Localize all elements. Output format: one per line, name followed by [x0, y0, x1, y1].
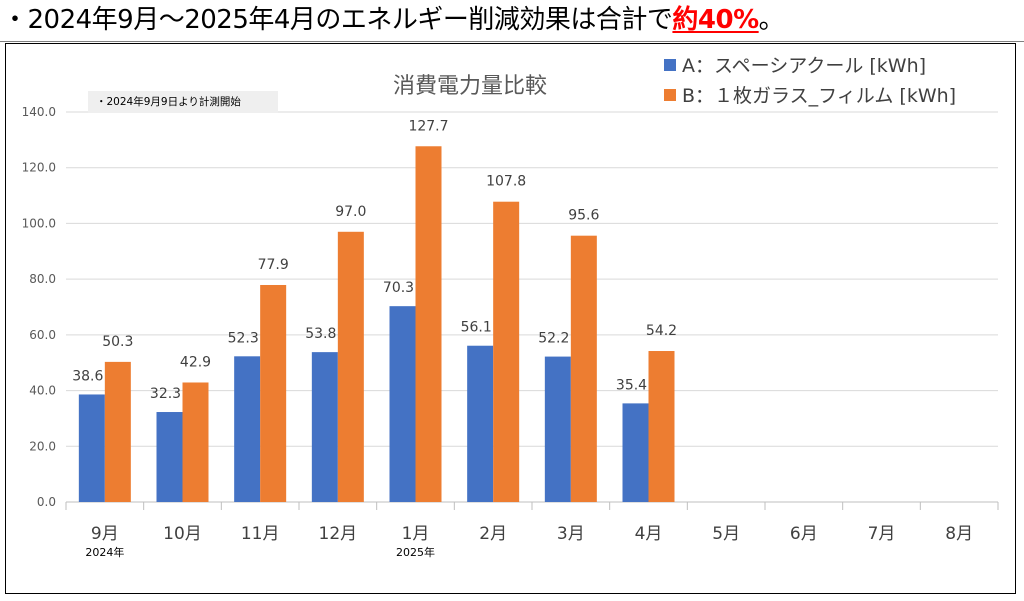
x-tick-label: 6月 [790, 524, 818, 544]
legend-item-a: A：スペーシアクール [kWh] [664, 51, 956, 81]
y-tick-label: 100.0 [22, 216, 56, 230]
bar-series-a [78, 394, 105, 502]
x-tick-label: 1月 [402, 524, 430, 544]
data-label-series-a: 38.6 [72, 368, 103, 384]
bar-series-a [389, 306, 416, 502]
year-label: 2024年 [85, 545, 124, 559]
data-label-series-b: 95.6 [568, 208, 599, 224]
y-tick-label: 80.0 [29, 272, 56, 286]
chart-frame [5, 43, 1016, 594]
legend-swatch-a [664, 59, 676, 71]
data-label-series-a: 52.2 [538, 331, 569, 347]
data-label-series-a: 52.3 [228, 330, 259, 346]
data-label-series-b: 42.9 [180, 354, 211, 370]
legend-label-a: A：スペーシアクール [kWh] [682, 55, 927, 77]
x-tick-label: 11月 [241, 524, 280, 544]
x-tick-label: 9月 [91, 524, 119, 544]
x-tick-label: 12月 [319, 524, 358, 544]
chart-title: 消費電力量比較 [393, 74, 547, 99]
headline-suffix: 。 [758, 5, 785, 35]
data-label-series-a: 32.3 [150, 386, 181, 402]
y-tick-label: 60.0 [29, 328, 56, 342]
data-label-series-b: 54.2 [646, 323, 677, 339]
bar-series-b [104, 361, 131, 502]
year-label: 2025年 [396, 545, 435, 559]
data-label-series-b: 77.9 [258, 257, 289, 273]
bar-series-b [337, 231, 364, 503]
bar-series-b [648, 351, 675, 502]
bar-series-a [544, 356, 571, 502]
data-label-series-a: 70.3 [383, 280, 414, 296]
bar-series-a [467, 345, 494, 502]
bar-series-b [182, 382, 209, 502]
y-tick-label: 40.0 [29, 384, 56, 398]
y-tick-label: 140.0 [22, 105, 56, 119]
headline-prefix: ・2024年9月～2025年4月のエネルギー削減効果は合計で [2, 5, 673, 35]
legend-label-b: B：１枚ガラス_フィルム [kWh] [682, 85, 957, 107]
y-tick-label: 120.0 [22, 161, 56, 175]
headline: ・2024年9月～2025年4月のエネルギー削減効果は合計で約40%。 [2, 2, 785, 38]
bar-series-a [622, 403, 649, 502]
chart-legend: A：スペーシアクール [kWh] B：１枚ガラス_フィルム [kWh] [664, 51, 956, 111]
data-label-series-a: 53.8 [305, 326, 336, 342]
bar-series-b [493, 201, 520, 502]
data-label-series-b: 107.8 [486, 174, 526, 190]
data-label-series-b: 97.0 [335, 204, 366, 220]
bar-series-a [234, 356, 261, 502]
measurement-note: ・2024年9月9日より計測開始 [88, 91, 278, 113]
x-tick-label: 10月 [163, 524, 202, 544]
bar-series-b [415, 146, 442, 502]
x-tick-label: 3月 [557, 524, 585, 544]
y-tick-label: 0.0 [37, 495, 56, 509]
data-label-series-b: 127.7 [408, 118, 448, 134]
y-tick-label: 20.0 [29, 439, 56, 453]
bar-series-a [311, 352, 338, 502]
data-label-series-b: 50.3 [102, 334, 133, 350]
bar-series-b [260, 284, 287, 502]
x-tick-label: 5月 [712, 524, 740, 544]
x-tick-label: 2月 [479, 524, 507, 544]
x-tick-label: 7月 [868, 524, 896, 544]
x-tick-label: 8月 [945, 524, 973, 544]
legend-swatch-b [664, 89, 676, 101]
legend-item-b: B：１枚ガラス_フィルム [kWh] [664, 81, 956, 111]
bar-series-a [156, 412, 183, 502]
x-tick-label: 4月 [635, 524, 663, 544]
bar-series-b [570, 235, 597, 502]
header-divider [0, 41, 1024, 42]
data-label-series-a: 35.4 [616, 377, 647, 393]
data-label-series-a: 56.1 [461, 320, 492, 336]
headline-highlight: 約40% [672, 5, 759, 35]
